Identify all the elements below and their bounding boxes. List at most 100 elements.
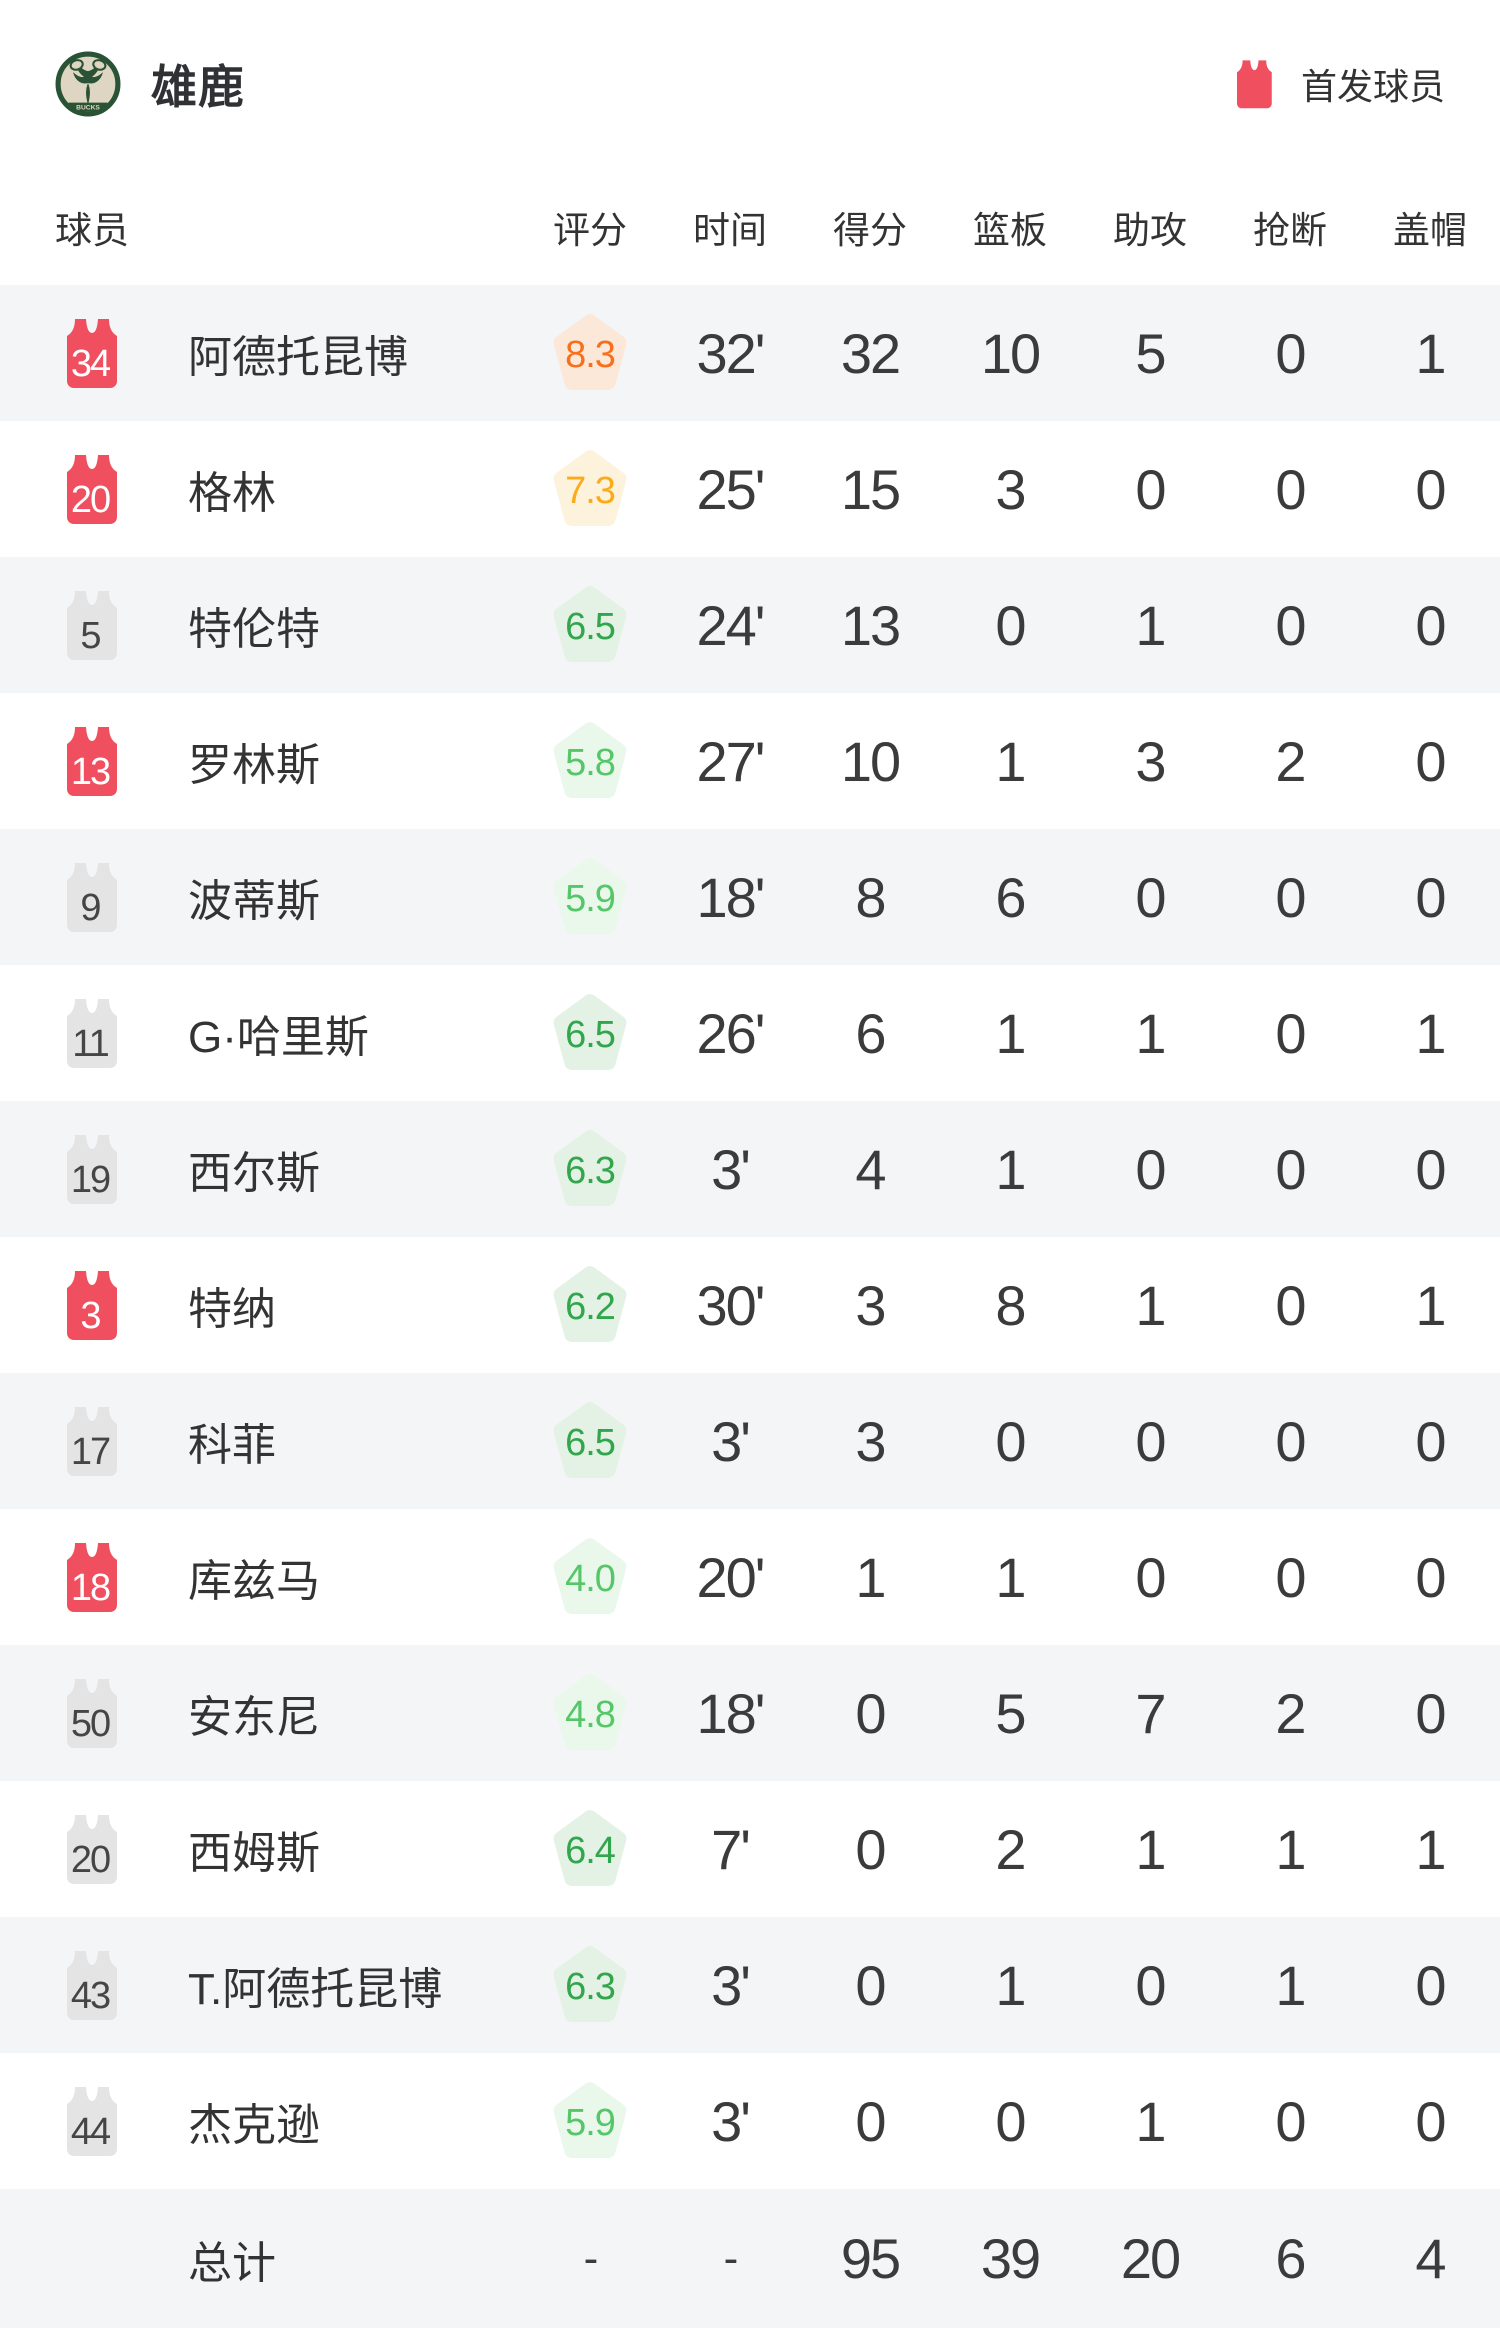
player-name: 西尔斯 bbox=[188, 1149, 320, 1198]
rating-value: 6.5 bbox=[565, 605, 616, 648]
assists-value: 0 bbox=[1135, 1545, 1166, 1609]
column-player: 球员 bbox=[55, 209, 129, 251]
rebounds-value: 1 bbox=[995, 1953, 1026, 2017]
rebounds-value: 0 bbox=[995, 2089, 1026, 2153]
rating-badge: 5.9 bbox=[550, 2079, 630, 2163]
steals-value: 1 bbox=[1275, 1817, 1306, 1881]
player-cell: 3 特纳 bbox=[0, 1268, 520, 1342]
player-cell: 9 波蒂斯 bbox=[0, 860, 520, 934]
time-value: 25' bbox=[696, 457, 766, 521]
player-cell: 50 安东尼 bbox=[0, 1676, 520, 1750]
time-value: 7' bbox=[711, 1817, 751, 1881]
rating-badge: 5.9 bbox=[550, 855, 630, 939]
rebounds-value: 3 bbox=[995, 457, 1026, 521]
player-name: 罗林斯 bbox=[188, 741, 320, 790]
table-row[interactable]: 11 G·哈里斯 6.5 26' 6 1 1 0 1 bbox=[0, 965, 1500, 1101]
rating-cell: 4.8 bbox=[520, 1671, 660, 1755]
table-row[interactable]: 18 库兹马 4.0 20' 1 1 0 0 0 bbox=[0, 1509, 1500, 1645]
player-cell: 20 西姆斯 bbox=[0, 1812, 520, 1886]
rating-value: 5.8 bbox=[565, 741, 616, 784]
steals-value: 0 bbox=[1275, 2089, 1306, 2153]
points-value: 32 bbox=[840, 321, 901, 385]
table-row[interactable]: 3 特纳 6.2 30' 3 8 1 0 1 bbox=[0, 1237, 1500, 1373]
points-value: 0 bbox=[855, 2089, 886, 2153]
blocks-value: 1 bbox=[1415, 1273, 1446, 1337]
table-row[interactable]: 34 阿德托昆博 8.3 32' 32 10 5 0 1 bbox=[0, 285, 1500, 421]
rebounds-value: 10 bbox=[980, 321, 1041, 385]
jersey-icon: 43 bbox=[62, 1948, 118, 2022]
blocks-value: 0 bbox=[1415, 1409, 1446, 1473]
table-row[interactable]: 19 西尔斯 6.3 3' 4 1 0 0 0 bbox=[0, 1101, 1500, 1237]
player-cell: 34 阿德托昆博 bbox=[0, 316, 520, 390]
assists-value: 1 bbox=[1135, 1817, 1166, 1881]
time-value: 3' bbox=[711, 2089, 751, 2153]
rating-cell: 6.3 bbox=[520, 1127, 660, 1211]
jersey-number: 50 bbox=[70, 1703, 111, 1745]
jersey-icon: 3 bbox=[62, 1268, 118, 1342]
rating-value: 4.8 bbox=[565, 1693, 616, 1736]
rating-cell: 5.9 bbox=[520, 2079, 660, 2163]
jersey-icon: 44 bbox=[62, 2084, 118, 2158]
points-value: 13 bbox=[840, 593, 901, 657]
rating-cell: 6.2 bbox=[520, 1263, 660, 1347]
player-name: 特伦特 bbox=[188, 605, 320, 654]
column-rating: 评分 bbox=[553, 209, 627, 251]
table-row[interactable]: 13 罗林斯 5.8 27' 10 1 3 2 0 bbox=[0, 693, 1500, 829]
steals-value: 1 bbox=[1275, 1953, 1306, 2017]
blocks-value: 0 bbox=[1415, 865, 1446, 929]
player-cell: 19 西尔斯 bbox=[0, 1132, 520, 1206]
blocks-value: 0 bbox=[1415, 1953, 1446, 2017]
rating-badge: 6.5 bbox=[550, 583, 630, 667]
rating-value: 6.5 bbox=[565, 1013, 616, 1056]
table-row[interactable]: 20 西姆斯 6.4 7' 0 2 1 1 1 bbox=[0, 1781, 1500, 1917]
blocks-value: 0 bbox=[1415, 457, 1446, 521]
player-name: 科菲 bbox=[188, 1421, 276, 1470]
time-value: 3' bbox=[711, 1953, 751, 2017]
total-label: 总计 bbox=[188, 2238, 276, 2288]
total-points: 95 bbox=[840, 2227, 901, 2290]
assists-value: 1 bbox=[1135, 2089, 1166, 2153]
player-cell: 17 科菲 bbox=[0, 1404, 520, 1478]
assists-value: 1 bbox=[1135, 1001, 1166, 1065]
table-row[interactable]: 20 格林 7.3 25' 15 3 0 0 0 bbox=[0, 421, 1500, 557]
jersey-icon: 50 bbox=[62, 1676, 118, 1750]
jersey-icon: 20 bbox=[62, 452, 118, 526]
table-row[interactable]: 44 杰克逊 5.9 3' 0 0 1 0 0 bbox=[0, 2053, 1500, 2189]
table-row[interactable]: 50 安东尼 4.8 18' 0 5 7 2 0 bbox=[0, 1645, 1500, 1781]
time-value: 20' bbox=[696, 1545, 766, 1609]
column-assists: 助攻 bbox=[1113, 209, 1187, 251]
jersey-number: 9 bbox=[80, 887, 101, 929]
table-row[interactable]: 43 T.阿德托昆博 6.3 3' 0 1 0 1 0 bbox=[0, 1917, 1500, 2053]
blocks-value: 0 bbox=[1415, 2089, 1446, 2153]
player-name: 杰克逊 bbox=[188, 2101, 320, 2150]
column-blocks: 盖帽 bbox=[1393, 209, 1467, 251]
player-cell: 43 T.阿德托昆博 bbox=[0, 1948, 520, 2022]
table-row[interactable]: 9 波蒂斯 5.9 18' 8 6 0 0 0 bbox=[0, 829, 1500, 965]
rebounds-value: 1 bbox=[995, 1001, 1026, 1065]
table-row[interactable]: 5 特伦特 6.5 24' 13 0 1 0 0 bbox=[0, 557, 1500, 693]
jersey-number: 19 bbox=[70, 1159, 111, 1201]
assists-value: 1 bbox=[1135, 1273, 1166, 1337]
jersey-number: 34 bbox=[70, 343, 111, 385]
total-time: - bbox=[723, 2233, 739, 2283]
jersey-number: 3 bbox=[80, 1295, 101, 1337]
points-value: 15 bbox=[840, 457, 901, 521]
blocks-value: 1 bbox=[1415, 1001, 1446, 1065]
player-cell: 11 G·哈里斯 bbox=[0, 996, 520, 1070]
jersey-number: 44 bbox=[70, 2111, 111, 2153]
rebounds-value: 1 bbox=[995, 729, 1026, 793]
total-assists: 20 bbox=[1120, 2227, 1181, 2290]
steals-value: 0 bbox=[1275, 1409, 1306, 1473]
steals-value: 2 bbox=[1275, 729, 1306, 793]
rating-cell: 6.5 bbox=[520, 991, 660, 1075]
stats-table-header: 球员 评分 时间 得分 篮板 助攻 抢断 盖帽 bbox=[0, 168, 1500, 285]
player-cell: 5 特伦特 bbox=[0, 588, 520, 662]
blocks-value: 0 bbox=[1415, 1137, 1446, 1201]
rating-value: 6.4 bbox=[565, 1829, 616, 1872]
rating-value: 5.9 bbox=[565, 877, 616, 920]
rating-badge: 4.0 bbox=[550, 1535, 630, 1619]
assists-value: 0 bbox=[1135, 1137, 1166, 1201]
jersey-number: 20 bbox=[70, 1839, 111, 1881]
table-row[interactable]: 17 科菲 6.5 3' 3 0 0 0 0 bbox=[0, 1373, 1500, 1509]
rebounds-value: 8 bbox=[995, 1273, 1026, 1337]
